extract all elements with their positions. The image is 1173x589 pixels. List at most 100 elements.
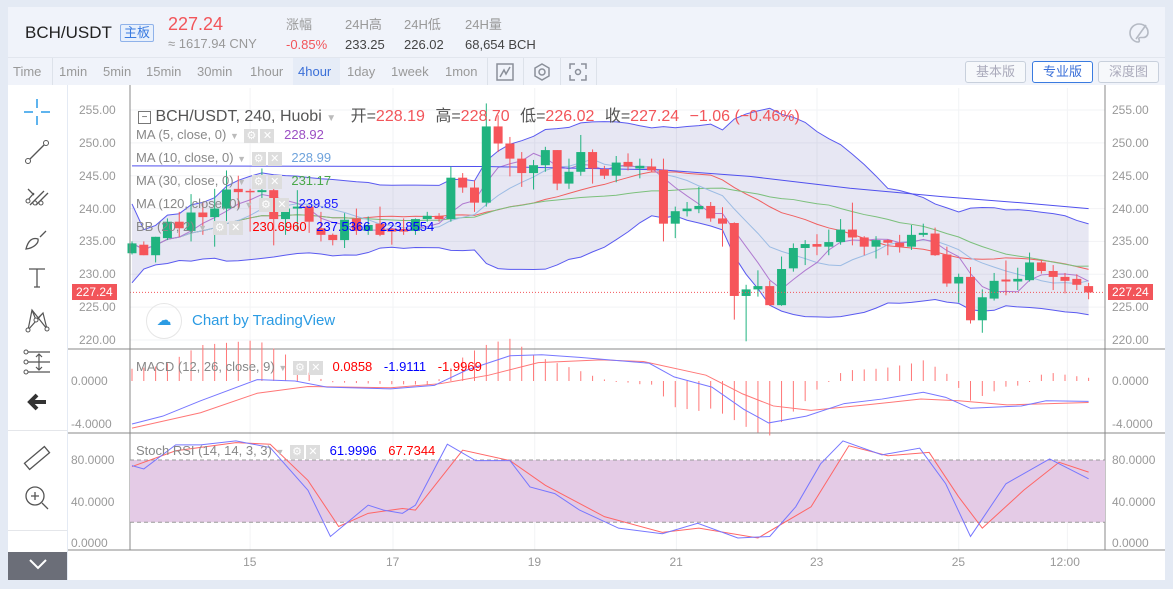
stat-change: 涨幅 -0.85% <box>286 17 328 52</box>
tf-1mon[interactable]: 1mon <box>445 64 478 79</box>
ruler-icon[interactable] <box>22 443 52 473</box>
back-arrow-icon[interactable] <box>22 387 52 417</box>
candle-body <box>127 243 137 254</box>
candle-body <box>682 208 692 212</box>
ma120-line <box>131 165 1089 210</box>
tf-4hour[interactable]: 4hour <box>293 58 340 86</box>
tf-1week[interactable]: 1week <box>391 64 429 79</box>
ma5-legend[interactable]: MA (5, close, 0) ▼ ⚙ ✕ 228.92 <box>136 127 324 143</box>
candle-body <box>1048 270 1058 277</box>
tf-30min[interactable]: 30min <box>197 64 233 79</box>
tradingview-logo-icon: ☁ <box>146 303 182 339</box>
candle-body <box>269 190 279 220</box>
candle-body <box>1013 278 1023 282</box>
stoch-k-line <box>131 440 1089 539</box>
fullscreen-icon[interactable] <box>568 62 588 82</box>
stoch-axis-label: 0.0000 <box>1112 536 1149 550</box>
candle-body <box>859 237 869 247</box>
settings-icon: ⚙ <box>290 444 305 459</box>
collapse-toolbar-button[interactable] <box>8 552 67 580</box>
close-icon: ✕ <box>267 174 282 189</box>
macd-legend[interactable]: MACD (12, 26, close, 9) ▼ ⚙ ✕ 0.0858 -1.9… <box>136 359 482 375</box>
chart-canvas[interactable] <box>68 85 1165 580</box>
tf-1day[interactable]: 1day <box>347 64 376 79</box>
close-icon: ✕ <box>228 220 243 235</box>
close-icon: ✕ <box>274 197 289 212</box>
brush-icon[interactable] <box>22 223 52 253</box>
tf-15min[interactable]: 15min <box>146 64 182 79</box>
pattern-icon[interactable] <box>22 305 52 335</box>
tf-time[interactable]: Time <box>13 64 42 79</box>
chart-toolbar: Time 1min 5min 15min 30min 1hour 4hour 1… <box>8 57 1165 86</box>
depth-chart-button[interactable]: 深度图 <box>1098 61 1159 83</box>
bb-lower-line <box>131 215 1089 318</box>
candle-body <box>446 177 456 220</box>
candle-body <box>351 218 361 231</box>
candle-body <box>883 240 893 243</box>
indicators-icon[interactable] <box>532 62 552 82</box>
text-tool-icon[interactable] <box>22 263 52 293</box>
candle-body <box>788 247 798 269</box>
candle-body <box>292 206 302 209</box>
candle-body <box>245 190 255 193</box>
pitchfork-icon[interactable] <box>22 179 52 209</box>
ma120-legend[interactable]: MA (120, close, 0) ▼ ⚙ ✕ 239.85 <box>136 196 339 212</box>
candle-body <box>198 212 208 218</box>
cny-price: ≈ 1617.94 CNY <box>168 36 257 51</box>
stoch-rsi-legend[interactable]: Stoch RSI (14, 14, 3, 3) ▼ ⚙ ✕ 61.9996 67… <box>136 443 436 459</box>
candle-body <box>363 224 373 231</box>
candle-body <box>210 208 220 218</box>
settings-icon: ⚙ <box>251 174 266 189</box>
current-price-tag-left: 227.24 <box>72 284 117 301</box>
tf-1hour[interactable]: 1hour <box>250 64 284 79</box>
time-axis-label: 12:00 <box>1049 555 1080 569</box>
stoch-band <box>130 460 1105 523</box>
candle-body <box>434 215 444 220</box>
crosshair-icon[interactable] <box>22 97 52 127</box>
theme-palette-icon[interactable] <box>1128 22 1150 44</box>
candle-body <box>729 223 739 296</box>
candle-body <box>741 289 751 296</box>
close-icon: ✕ <box>306 444 321 459</box>
candle-body <box>954 276 964 284</box>
ma10-legend[interactable]: MA (10, close, 0) ▼ ⚙ ✕ 228.99 <box>136 150 332 166</box>
pro-view-button[interactable]: 专业版 <box>1032 61 1093 83</box>
stoch-axis-label: 80.0000 <box>1112 453 1156 467</box>
candle-body <box>706 205 716 219</box>
candle-body <box>493 126 503 144</box>
tradingview-watermark[interactable]: ☁ Chart by TradingView <box>146 303 335 339</box>
candle-body <box>635 165 645 169</box>
ma30-legend[interactable]: MA (30, close, 0) ▼ ⚙ ✕ 231.17 <box>136 173 332 189</box>
settings-icon: ⚙ <box>258 197 273 212</box>
candle-body <box>777 269 787 306</box>
bollinger-band-fill <box>132 108 1089 318</box>
measure-range-icon[interactable] <box>22 347 52 377</box>
macd-line <box>131 354 1089 425</box>
candle-body <box>942 254 952 284</box>
chart-area[interactable]: 255.00 255.00 250.00 250.00 245.00 245.00 240.… <box>68 85 1165 580</box>
zoom-in-icon[interactable] <box>22 483 52 513</box>
bb-legend[interactable]: BB (20, 2) ▼ ⚙ ✕ 230.6960 237.5366 223.85… <box>136 219 435 235</box>
candle-body <box>718 218 727 224</box>
tf-5min[interactable]: 5min <box>103 64 132 79</box>
candle-body <box>458 177 468 188</box>
candle-body <box>174 221 184 229</box>
trend-line-icon[interactable] <box>22 137 52 167</box>
stoch-axis-label: 40.0000 <box>1112 494 1156 509</box>
ma10-line <box>131 158 1089 284</box>
candle-body <box>670 211 680 224</box>
candle-body <box>316 228 326 235</box>
price-axis-label: 220.00 <box>1112 332 1149 347</box>
ma5-line <box>131 152 1089 293</box>
basic-view-button[interactable]: 基本版 <box>965 61 1026 83</box>
tf-1min[interactable]: 1min <box>59 64 88 79</box>
symbol-title[interactable]: BCH/USDT, 240, Huobi <box>155 108 322 125</box>
candle-body <box>930 233 940 256</box>
candle-body <box>977 297 987 321</box>
candle-body <box>162 221 172 239</box>
legend-collapse-icon[interactable]: − <box>138 111 151 124</box>
time-axis-label: 19 <box>527 555 542 569</box>
chart-type-icon[interactable] <box>495 62 515 82</box>
candle-body <box>812 244 822 247</box>
candle-body <box>257 190 267 193</box>
